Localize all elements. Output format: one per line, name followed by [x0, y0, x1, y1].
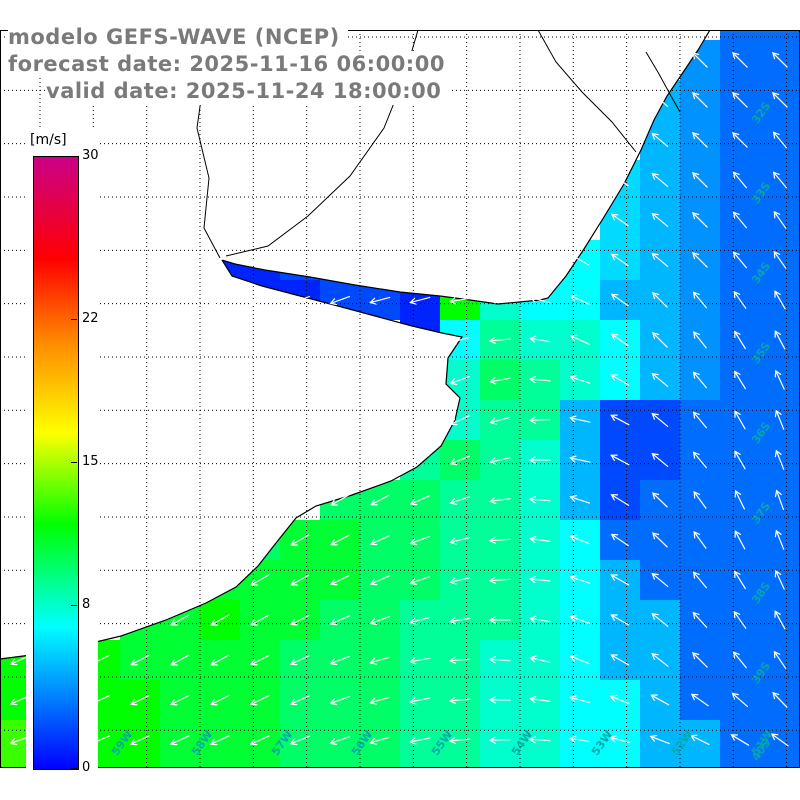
- colorbar-tick-mark: [71, 156, 77, 157]
- model-title: modelo GEFS-WAVE (NCEP): [8, 24, 348, 51]
- colorbar-tick-mark: [71, 768, 77, 769]
- colorbar-tick-label: 15: [82, 454, 99, 469]
- colorbar-tick-mark: [71, 462, 77, 463]
- title-block: modelo GEFS-WAVE (NCEP) forecast date: 2…: [8, 24, 453, 105]
- arrow-layer: [9, 52, 789, 747]
- colorbar-unit-label: [m/s]: [28, 132, 69, 148]
- colorbar-tick-label: 22: [82, 311, 99, 327]
- colorbar-tick-label: 30: [82, 148, 99, 163]
- valid-date-label: valid date: 2025-11-24 18:00:00: [46, 78, 450, 105]
- colorbar-tick-mark: [71, 604, 77, 606]
- land-layer: [0, 30, 711, 660]
- colorbar-tick-label: 0: [82, 760, 91, 775]
- colorbar-tick-mark: [71, 319, 77, 321]
- forecast-date-label: forecast date: 2025-11-16 06:00:00: [8, 51, 453, 78]
- colorbar-ticks: 30 22 15 8 0: [26, 128, 99, 778]
- colorbar-panel: [m/s] 30 22 15 8 0: [26, 128, 99, 778]
- colorbar: [33, 156, 79, 770]
- coastline: [0, 30, 711, 660]
- colorbar-tick-label: 8: [82, 596, 91, 612]
